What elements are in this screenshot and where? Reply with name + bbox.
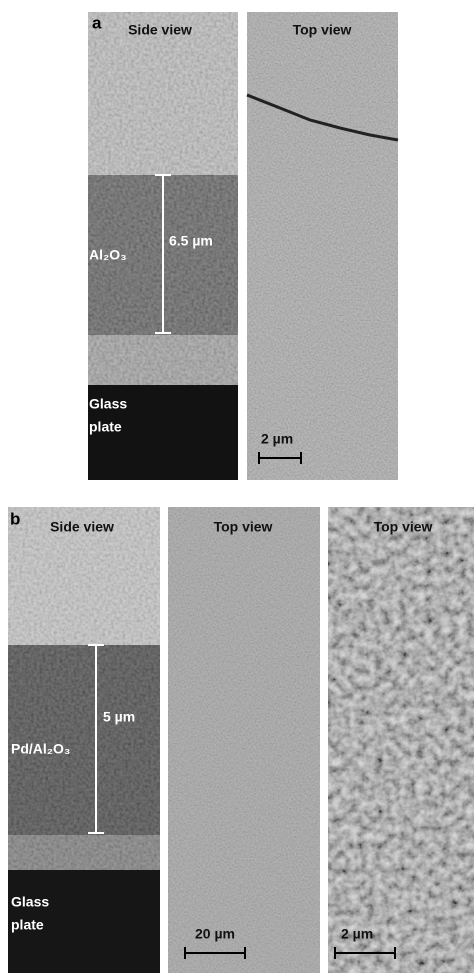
panel-letter: a [92, 13, 102, 32]
substrate-label: Glass [89, 396, 127, 412]
sem-image-top-b2 [328, 507, 474, 973]
scale-label: 2 µm [261, 431, 293, 447]
thickness-label: 5 µm [103, 709, 135, 725]
layer-label: Pd/Al₂O₃ [11, 741, 70, 757]
caption: Side view [128, 22, 192, 38]
substrate-label: plate [11, 917, 44, 933]
scale-label: 20 µm [195, 926, 235, 942]
panel-letter: b [10, 509, 20, 528]
layer-label: Al₂O₃ [89, 247, 127, 263]
caption: Top view [214, 519, 273, 535]
caption: Top view [293, 22, 352, 38]
substrate-label: plate [89, 419, 122, 435]
caption: Top view [374, 519, 433, 535]
caption: Side view [50, 519, 114, 535]
figure: a Side view Top view Al₂O₃ 6.5 µm Glass … [0, 0, 474, 973]
thickness-label: 6.5 µm [169, 233, 213, 249]
sem-image-top-a [247, 12, 398, 480]
substrate-label: Glass [11, 894, 49, 910]
sem-image-top-b1 [168, 507, 320, 973]
scale-label: 2 µm [341, 926, 373, 942]
